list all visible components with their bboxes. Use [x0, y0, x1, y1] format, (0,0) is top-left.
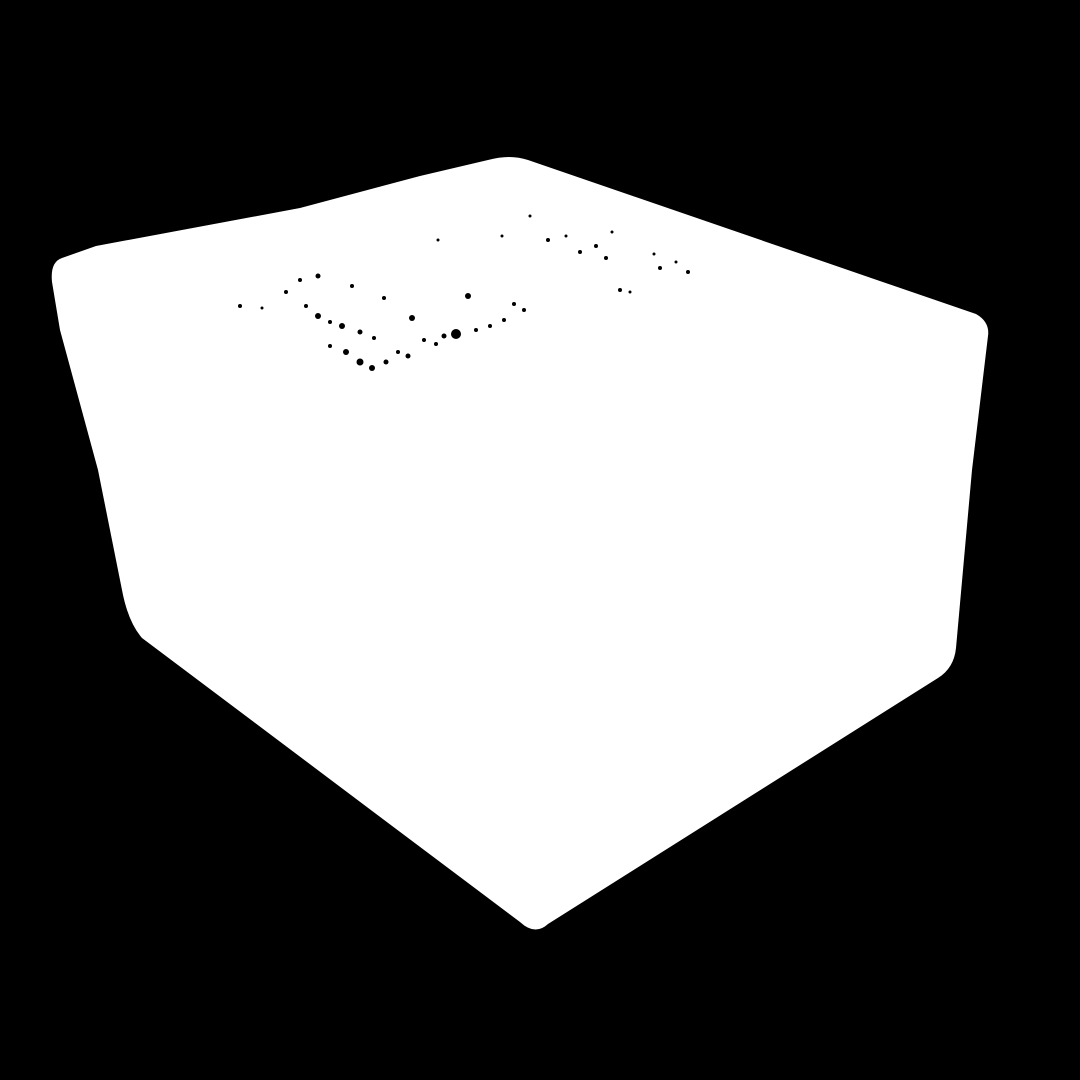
speckle [298, 278, 302, 282]
speckle [315, 273, 321, 279]
speckle [315, 313, 321, 319]
speckle [528, 214, 532, 218]
speckle [383, 359, 389, 365]
speckle [502, 318, 506, 322]
speckle [686, 270, 690, 274]
top-face-speckle [238, 214, 690, 371]
speckle [328, 344, 332, 348]
speckle [628, 290, 632, 294]
box-silhouette [51, 157, 989, 930]
box-mask [51, 157, 989, 930]
speckle [512, 302, 516, 306]
speckle [522, 308, 526, 312]
speckle [343, 349, 349, 355]
speckle [284, 290, 288, 294]
speckle [465, 293, 471, 299]
speckle [441, 333, 447, 339]
speckle [422, 338, 426, 342]
speckle [604, 256, 608, 260]
speckle [488, 324, 492, 328]
speckle [451, 329, 461, 339]
speckle [357, 329, 363, 335]
speckle [564, 234, 568, 238]
speckle [434, 342, 438, 346]
speckle [405, 353, 411, 359]
speckle [328, 320, 332, 324]
speckle [382, 296, 386, 300]
speckle [618, 288, 622, 292]
speckle [500, 234, 504, 238]
speckle [546, 238, 550, 242]
speckle [594, 244, 598, 248]
speckle [409, 315, 415, 321]
speckle [436, 238, 440, 242]
speckle [610, 230, 614, 234]
speckle [339, 323, 345, 329]
speckle [238, 304, 242, 308]
speckle [372, 336, 376, 340]
speckle [474, 328, 478, 332]
speckle [652, 252, 656, 256]
speckle [396, 350, 400, 354]
speckle [578, 250, 582, 254]
speckle [260, 306, 264, 310]
speckle [674, 260, 678, 264]
speckle [356, 358, 364, 366]
speckle [658, 266, 662, 270]
speckle [350, 284, 354, 288]
speckle [369, 365, 375, 371]
speckle [304, 304, 308, 308]
